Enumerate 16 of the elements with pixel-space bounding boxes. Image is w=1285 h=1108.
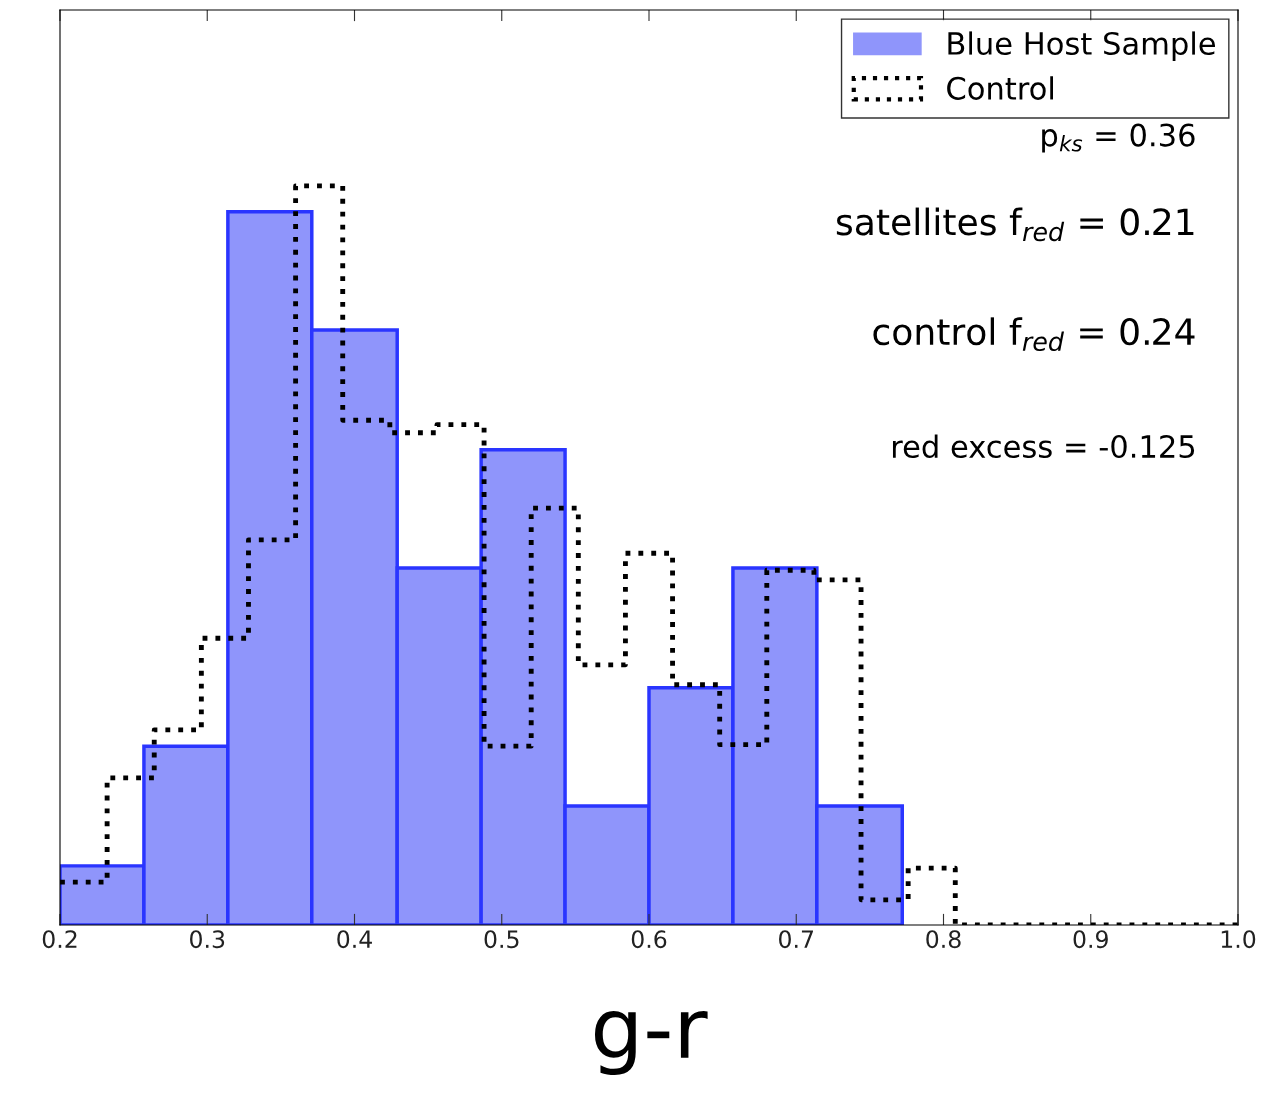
x-tick-label: 0.5 <box>484 930 519 949</box>
x-tick-label: 1.0 <box>1221 930 1256 949</box>
legend-label: Control <box>947 76 1053 100</box>
x-tick-label: 0.6 <box>631 930 667 949</box>
x-tick-label: 0.2 <box>42 930 77 949</box>
annotation: control f$_{red}$ = 0.24 <box>873 317 1195 352</box>
x-tick-label: 0.9 <box>1073 930 1108 949</box>
text: p$_{ks}$ = 0.36 <box>1042 123 1195 153</box>
annotation: red excess = -0.125 <box>892 434 1195 459</box>
x-tick-label: 0.3 <box>190 930 225 949</box>
annotation: satellites f$_{red}$ = 0.21 <box>836 207 1194 242</box>
x-tick-label: 0.4 <box>337 930 372 949</box>
x-tick-label: 0.7 <box>779 930 814 949</box>
x-tick-label: 0.8 <box>926 930 961 949</box>
x-axis-title: g-r <box>594 1011 708 1076</box>
legend-label: Blue Host Sample <box>948 31 1215 61</box>
